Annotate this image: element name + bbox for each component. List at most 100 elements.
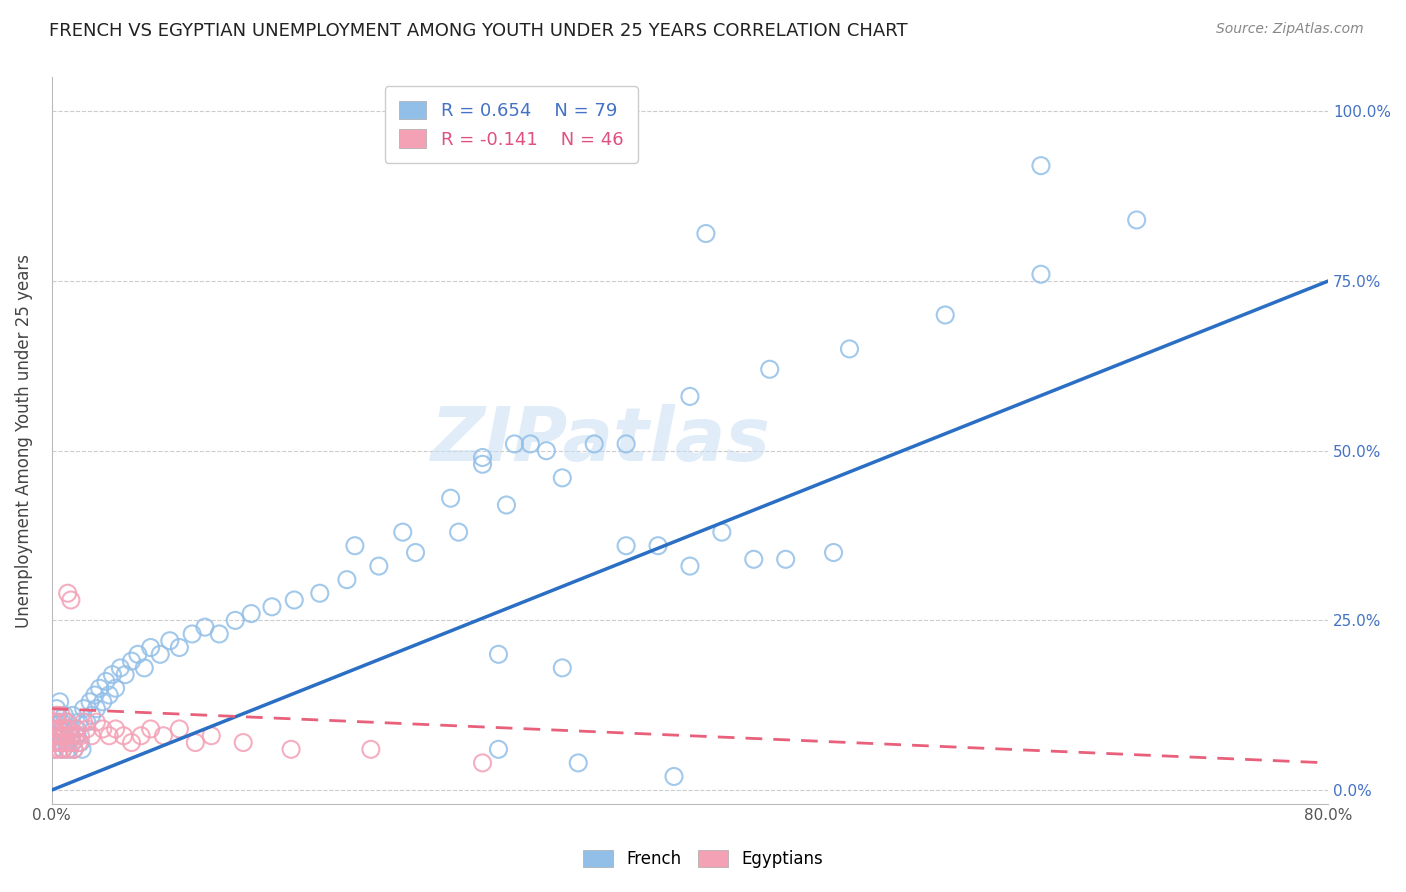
Point (83, 688, 105, 702)
Point (69, 735, 91, 749)
Point (56, 722, 79, 736)
Point (551, 661, 574, 675)
Point (51, 735, 73, 749)
Point (46, 735, 69, 749)
Point (98, 688, 121, 702)
Point (79, 695, 101, 709)
Point (42, 735, 65, 749)
Point (139, 722, 162, 736)
Point (86, 701, 108, 715)
Point (58, 742, 80, 756)
Point (44, 729, 66, 743)
Point (44, 722, 66, 736)
Point (52, 742, 75, 756)
Point (159, 633, 181, 648)
Point (45, 735, 67, 749)
Point (101, 667, 124, 681)
Point (194, 620, 217, 634)
Point (134, 661, 156, 675)
Text: Source: ZipAtlas.com: Source: ZipAtlas.com (1216, 22, 1364, 37)
Point (46, 715, 69, 730)
Point (65, 729, 87, 743)
Point (94, 674, 117, 689)
Point (48, 722, 70, 736)
Point (52, 735, 75, 749)
Point (56, 715, 79, 730)
Point (45, 701, 67, 715)
Point (42, 742, 65, 756)
Point (56, 735, 79, 749)
Point (89, 681, 111, 696)
Point (367, 559, 389, 574)
Point (567, 756, 589, 770)
Point (503, 437, 526, 451)
Point (80, 708, 103, 723)
Point (51, 715, 73, 730)
Point (98, 729, 121, 743)
Point (200, 729, 222, 743)
Point (614, 539, 637, 553)
Point (152, 729, 174, 743)
Point (48, 695, 70, 709)
Point (823, 545, 845, 559)
Point (336, 573, 359, 587)
Point (139, 640, 162, 655)
Point (679, 559, 702, 574)
Point (53, 729, 76, 743)
Point (46, 708, 69, 723)
Point (59, 729, 82, 743)
Text: ZIPatlas: ZIPatlas (430, 404, 770, 477)
Point (149, 648, 172, 662)
Point (695, 227, 717, 241)
Point (66, 722, 89, 736)
Point (583, 437, 606, 451)
Point (360, 742, 382, 756)
Point (184, 735, 207, 749)
Point (73, 701, 96, 715)
Point (838, 342, 860, 356)
Point (62, 735, 84, 749)
Point (169, 722, 191, 736)
Point (63, 742, 86, 756)
Point (69, 729, 91, 743)
Point (58, 722, 80, 736)
Point (62, 735, 84, 749)
Point (121, 735, 143, 749)
Text: FRENCH VS EGYPTIAN UNEMPLOYMENT AMONG YOUTH UNDER 25 YEARS CORRELATION CHART: FRENCH VS EGYPTIAN UNEMPLOYMENT AMONG YO… (49, 22, 908, 40)
Point (51, 708, 73, 723)
Point (662, 769, 685, 783)
Point (488, 648, 510, 662)
Point (42, 715, 65, 730)
Point (52, 722, 75, 736)
Point (46, 722, 69, 736)
Point (59, 729, 82, 743)
Point (56, 742, 79, 756)
Point (48, 742, 70, 756)
Point (112, 729, 135, 743)
Point (439, 491, 461, 506)
Point (129, 729, 152, 743)
Legend: French, Egyptians: French, Egyptians (576, 843, 830, 875)
Point (86, 715, 108, 730)
Point (55, 715, 77, 730)
Point (53, 729, 76, 743)
Point (48, 729, 70, 743)
Point (471, 756, 494, 770)
Point (67, 715, 90, 730)
Point (56, 586, 79, 600)
Point (63, 742, 86, 756)
Point (127, 648, 149, 662)
Point (647, 539, 669, 553)
Point (53, 708, 76, 723)
Point (280, 742, 302, 756)
Point (55, 735, 77, 749)
Point (53, 722, 76, 736)
Point (758, 362, 780, 376)
Point (80, 729, 103, 743)
Point (45, 708, 67, 723)
Point (495, 498, 517, 512)
Point (66, 729, 89, 743)
Point (391, 525, 413, 540)
Point (308, 586, 330, 600)
Point (65, 722, 87, 736)
